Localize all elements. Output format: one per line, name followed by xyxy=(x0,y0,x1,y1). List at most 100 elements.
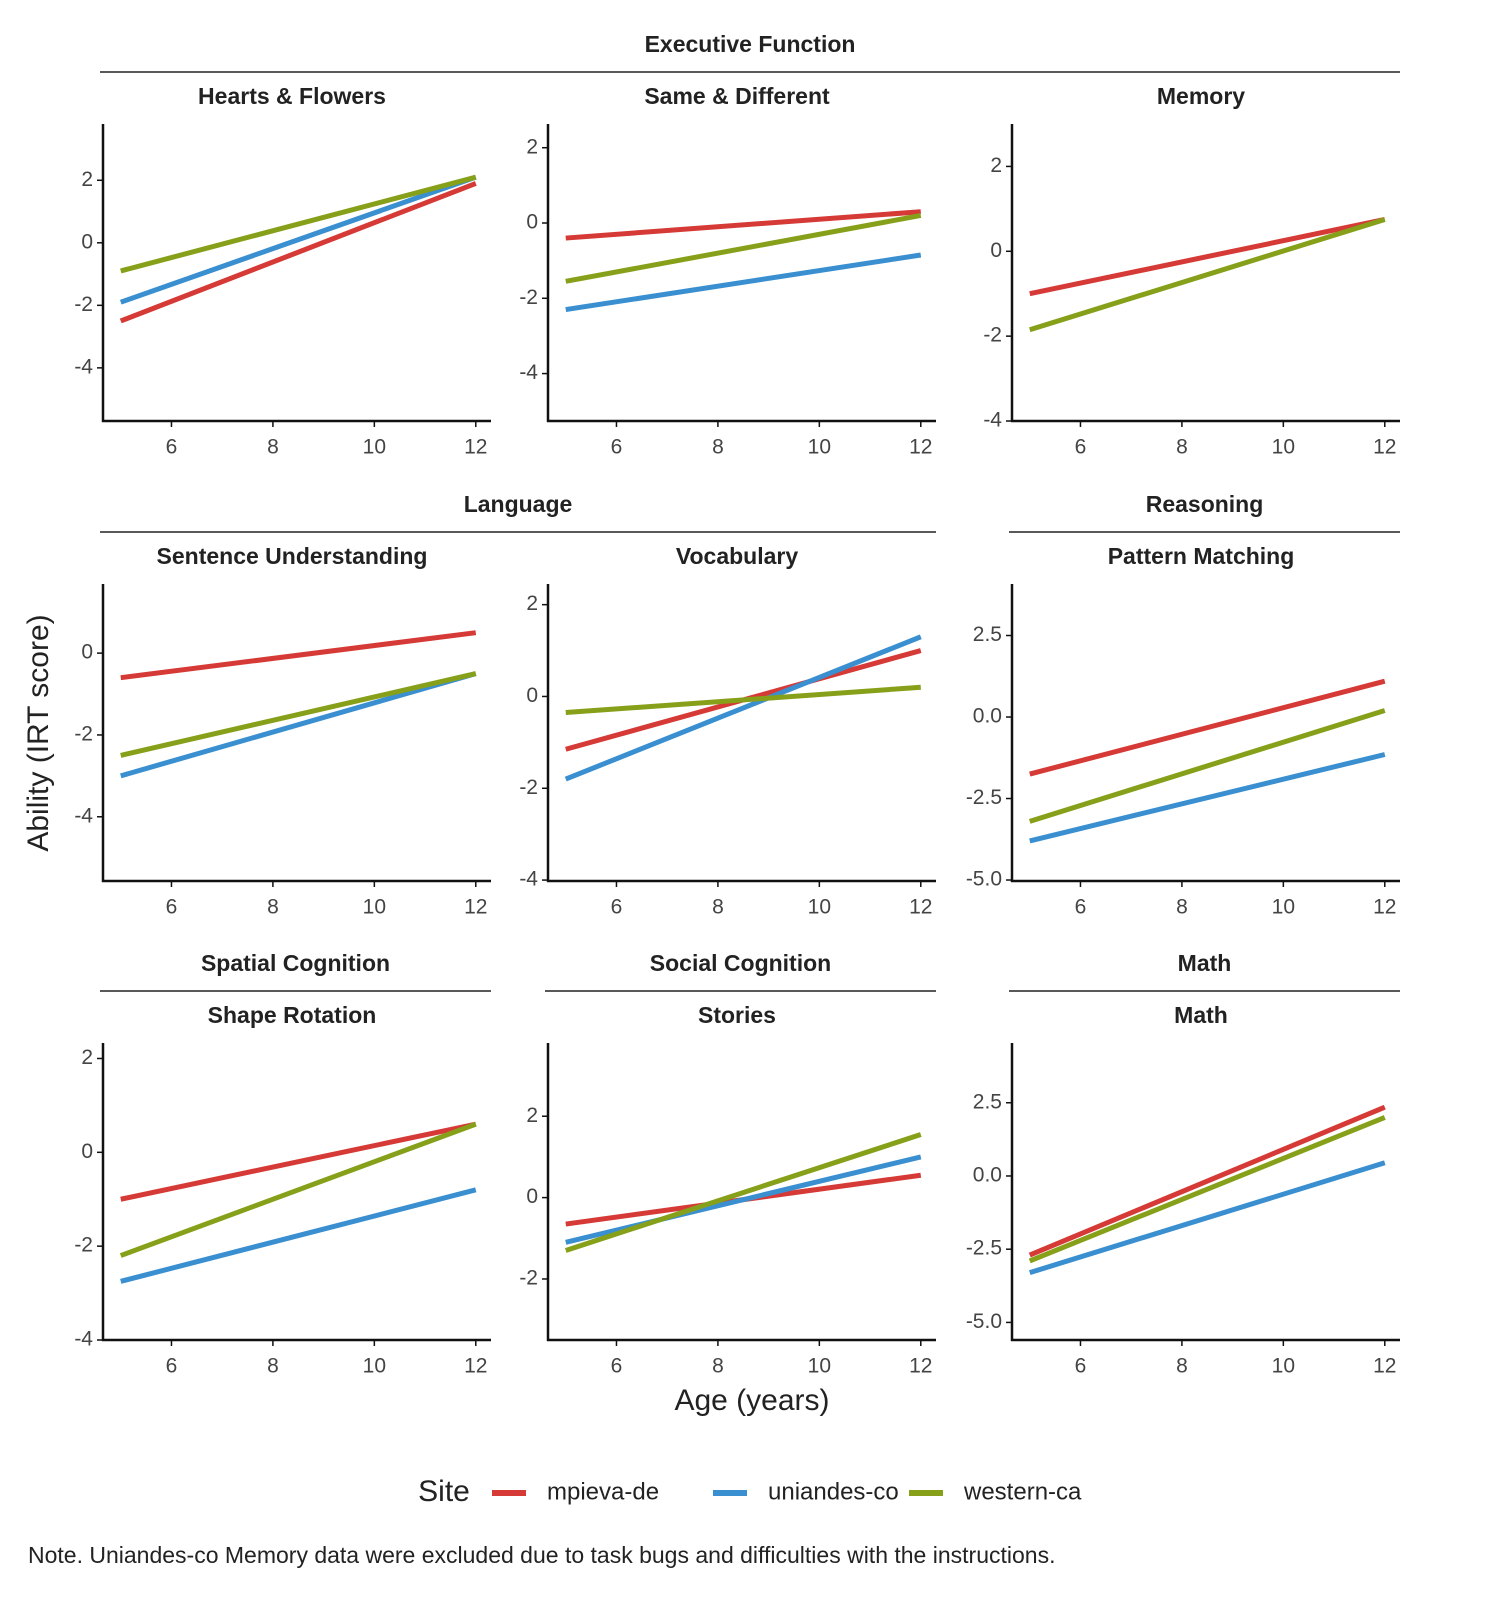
fit-line xyxy=(120,671,477,779)
fit-line xyxy=(565,1154,922,1245)
y-tick-label: -4 xyxy=(74,804,93,827)
x-tick-label: 12 xyxy=(1373,896,1396,919)
y-tick-label: -2 xyxy=(519,286,538,309)
y-tick-label: 2 xyxy=(526,1104,538,1127)
x-tick-label: 6 xyxy=(611,436,623,459)
x-tick-label: 10 xyxy=(1272,436,1295,459)
x-tick-label: 10 xyxy=(363,436,386,459)
x-tick-label: 8 xyxy=(712,896,724,919)
x-tick-label: 10 xyxy=(1272,896,1295,919)
fit-line xyxy=(1029,1160,1386,1276)
panel-title: Same & Different xyxy=(644,83,830,109)
legend-key xyxy=(492,1490,526,1496)
x-tick-label: 8 xyxy=(267,436,279,459)
panel-title: Hearts & Flowers xyxy=(198,83,386,109)
x-tick-label: 12 xyxy=(909,436,932,459)
y-tick-label: -2 xyxy=(74,293,93,316)
y-tick-label: 0 xyxy=(81,1140,93,1163)
y-tick-label: 2 xyxy=(526,135,538,158)
x-tick-label: 6 xyxy=(166,436,178,459)
fit-line xyxy=(120,671,477,758)
y-tick-label: -2 xyxy=(74,1234,93,1257)
x-tick-label: 12 xyxy=(464,436,487,459)
y-tick-label: 0 xyxy=(526,684,538,707)
fit-line xyxy=(1029,678,1386,777)
x-tick-label: 10 xyxy=(363,1355,386,1378)
x-tick-label: 6 xyxy=(611,1355,623,1378)
fit-line xyxy=(1029,708,1386,824)
y-tick-label: -2 xyxy=(519,1267,538,1290)
y-tick-label: -2.5 xyxy=(966,1237,1002,1260)
group-title: Reasoning xyxy=(1146,491,1264,517)
y-axis-label: Ability (IRT score) xyxy=(22,614,55,851)
x-tick-label: 6 xyxy=(1075,1355,1087,1378)
y-tick-label: 0.0 xyxy=(973,1164,1002,1187)
fit-line xyxy=(120,174,477,274)
fit-line xyxy=(565,684,921,716)
x-tick-label: 10 xyxy=(808,1355,831,1378)
y-tick-label: 0 xyxy=(81,230,93,253)
y-tick-label: 2 xyxy=(81,168,93,191)
fit-line xyxy=(1029,752,1386,844)
group-title: Spatial Cognition xyxy=(201,950,390,976)
x-tick-label: 12 xyxy=(909,1355,932,1378)
y-tick-label: -5.0 xyxy=(966,1310,1002,1333)
fit-line xyxy=(120,1187,477,1284)
legend-label: western-ca xyxy=(963,1478,1082,1505)
x-tick-label: 12 xyxy=(1373,436,1396,459)
panel-title: Stories xyxy=(698,1002,776,1028)
x-tick-label: 8 xyxy=(712,436,724,459)
y-tick-label: 2 xyxy=(990,154,1002,177)
y-tick-label: 2 xyxy=(81,1046,93,1069)
fit-line xyxy=(565,209,921,241)
y-tick-label: -4 xyxy=(74,355,93,378)
x-tick-label: 8 xyxy=(267,1355,279,1378)
y-tick-label: -2 xyxy=(983,324,1002,347)
y-tick-label: -4 xyxy=(983,409,1002,432)
legend-key xyxy=(713,1490,747,1496)
y-tick-label: 0 xyxy=(526,211,538,234)
note: Note. Uniandes-co Memory data were exclu… xyxy=(28,1542,1055,1568)
y-tick-label: 0.0 xyxy=(973,705,1002,728)
legend-key xyxy=(909,1490,943,1496)
group-title: Language xyxy=(464,491,573,517)
fit-line xyxy=(119,174,477,305)
x-tick-label: 10 xyxy=(808,436,831,459)
y-tick-label: -2 xyxy=(74,723,93,746)
y-tick-label: 2 xyxy=(526,592,538,615)
legend-title: Site xyxy=(418,1475,470,1508)
y-tick-label: -2.5 xyxy=(966,786,1002,809)
panel-title: Vocabulary xyxy=(676,543,798,569)
fit-line xyxy=(119,1121,477,1258)
fit-line xyxy=(565,252,922,313)
x-tick-label: 6 xyxy=(166,896,178,919)
x-tick-label: 6 xyxy=(1075,896,1087,919)
x-tick-label: 12 xyxy=(909,896,932,919)
x-tick-label: 12 xyxy=(1373,1355,1396,1378)
x-tick-label: 8 xyxy=(1176,1355,1188,1378)
fit-line xyxy=(1029,217,1386,333)
fit-line xyxy=(1029,217,1386,297)
x-tick-label: 12 xyxy=(464,896,487,919)
x-tick-label: 8 xyxy=(1176,896,1188,919)
x-tick-label: 6 xyxy=(1075,436,1087,459)
y-tick-label: -4 xyxy=(519,361,538,384)
x-tick-label: 10 xyxy=(808,896,831,919)
fit-line xyxy=(565,213,922,284)
group-title: Math xyxy=(1178,950,1232,976)
x-tick-label: 6 xyxy=(166,1355,178,1378)
legend-label: uniandes-co xyxy=(768,1478,899,1505)
x-tick-label: 8 xyxy=(712,1355,724,1378)
x-axis-label: Age (years) xyxy=(674,1384,829,1417)
y-tick-label: -4 xyxy=(519,868,538,891)
panel-title: Memory xyxy=(1157,83,1245,109)
y-tick-label: -2 xyxy=(519,776,538,799)
x-tick-label: 8 xyxy=(267,896,279,919)
x-tick-label: 10 xyxy=(1272,1355,1295,1378)
y-tick-label: 2.5 xyxy=(973,623,1002,646)
y-tick-label: 0 xyxy=(990,239,1002,262)
y-tick-label: 0 xyxy=(526,1185,538,1208)
fit-line xyxy=(1028,1115,1386,1264)
fit-line xyxy=(120,630,477,681)
